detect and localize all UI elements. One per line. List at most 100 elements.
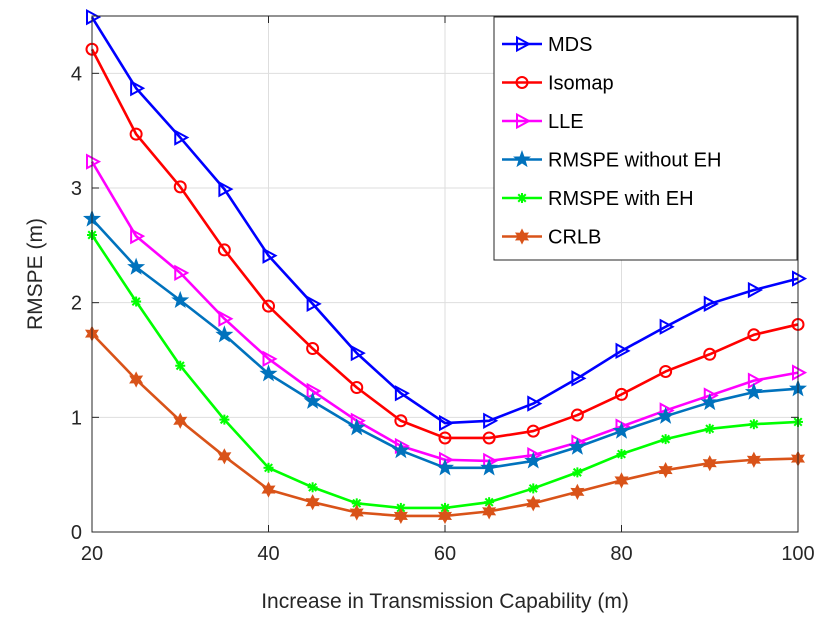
series-crlb <box>84 325 806 525</box>
legend-marker <box>516 35 532 53</box>
data-point-isomap <box>747 328 761 342</box>
data-point-lle <box>174 264 190 282</box>
legend-marker <box>514 228 530 245</box>
data-point-isomap <box>217 243 231 257</box>
data-point-isomap <box>394 414 408 428</box>
legend-entry-mds: MDS <box>502 34 592 56</box>
data-point-rmspe-with-eh <box>484 497 495 508</box>
data-point-mds <box>792 270 808 287</box>
y-tick-label: 4 <box>71 63 82 85</box>
data-point-mds <box>571 370 587 387</box>
data-point-crlb <box>746 451 761 468</box>
data-point-mds <box>86 8 102 26</box>
data-point-mds <box>483 412 499 429</box>
data-point-lle <box>792 364 808 381</box>
data-point-rmspe-without-eh <box>744 382 763 400</box>
data-point-isomap <box>350 381 364 395</box>
data-point-rmspe-without-eh <box>127 257 146 275</box>
data-point-mds <box>394 385 410 402</box>
data-point-rmspe-with-eh <box>307 482 318 493</box>
legend-label: RMSPE with EH <box>548 188 694 210</box>
data-point-mds <box>218 180 234 198</box>
axis-ticks: 20 40 60 80 100 0 1 2 3 4 <box>71 16 815 565</box>
data-point-mds <box>130 80 146 97</box>
x-tick-label: 60 <box>434 543 456 565</box>
data-point-isomap <box>526 424 540 438</box>
data-point-crlb <box>658 461 673 479</box>
data-point-mds <box>306 295 322 312</box>
data-point-isomap <box>306 342 320 356</box>
legend-marker <box>515 76 529 89</box>
data-point-lle <box>130 227 146 245</box>
data-point-crlb <box>173 412 188 429</box>
data-point-rmspe-without-eh <box>171 290 190 309</box>
x-tick-label: 40 <box>257 543 279 565</box>
data-point-rmspe-without-eh <box>391 441 410 459</box>
data-point-crlb <box>261 481 276 498</box>
x-axis-title: Increase in Transmission Capability (m) <box>261 590 629 613</box>
data-point-lle <box>218 310 234 327</box>
data-point-rmspe-without-eh <box>435 458 455 476</box>
data-point-isomap <box>703 347 717 361</box>
data-point-rmspe-without-eh <box>568 437 587 455</box>
data-point-mds <box>350 344 366 362</box>
y-tick-label: 0 <box>71 522 82 544</box>
data-point-crlb <box>305 494 320 511</box>
data-point-rmspe-without-eh <box>480 458 499 476</box>
data-point-rmspe-with-eh <box>572 467 583 478</box>
data-point-rmspe-without-eh <box>524 451 543 469</box>
data-point-mds <box>527 395 543 412</box>
data-point-crlb <box>526 495 541 512</box>
data-point-rmspe-with-eh <box>131 296 142 307</box>
data-point-isomap <box>438 431 452 445</box>
legend-entry-isomap: Isomap <box>502 73 614 95</box>
data-point-mds <box>174 129 190 146</box>
data-point-rmspe-without-eh <box>215 325 234 343</box>
data-point-rmspe-without-eh <box>656 406 675 424</box>
legend-entry-lle: LLE <box>502 111 584 133</box>
data-point-isomap <box>659 364 673 378</box>
data-point-mds <box>747 281 763 299</box>
legend-label: Isomap <box>548 73 614 95</box>
y-tick-label: 2 <box>71 293 82 315</box>
data-point-rmspe-with-eh <box>748 419 759 430</box>
data-point-mds <box>659 318 675 335</box>
series-line-mds <box>90 16 799 425</box>
legend-label: LLE <box>548 111 584 133</box>
data-point-rmspe-without-eh <box>259 364 278 382</box>
legend-entry-rmspe-without-eh: RMSPE without EH <box>502 150 721 172</box>
data-point-rmspe-with-eh <box>528 483 539 494</box>
data-point-mds <box>615 342 631 360</box>
data-point-crlb <box>570 483 585 500</box>
legend: MDS Isomap LLE RMSPE without EH RMSPE with E… <box>493 16 798 261</box>
data-point-crlb <box>393 507 408 525</box>
x-tick-label: 100 <box>781 543 814 565</box>
data-point-rmspe-without-eh <box>347 418 366 436</box>
data-point-crlb <box>217 448 232 465</box>
data-point-lle <box>306 382 322 400</box>
data-point-crlb <box>129 371 144 388</box>
data-point-isomap <box>129 127 143 141</box>
legend-entry-crlb: CRLB <box>502 227 601 249</box>
data-point-crlb <box>482 503 497 520</box>
data-point-crlb <box>702 455 717 472</box>
data-point-rmspe-with-eh <box>263 462 274 473</box>
data-point-isomap <box>570 408 584 422</box>
data-point-crlb <box>437 507 453 525</box>
data-point-crlb <box>614 472 629 489</box>
data-point-rmspe-without-eh <box>303 391 322 409</box>
legend-label: MDS <box>548 34 592 56</box>
legend-box <box>493 16 798 261</box>
legend-entry-rmspe-with-eh: RMSPE with EH <box>502 188 694 210</box>
legend-marker <box>512 150 532 168</box>
x-tick-label: 80 <box>610 543 632 565</box>
x-tick-label: 20 <box>81 543 103 565</box>
legend-marker <box>516 112 532 130</box>
data-point-rmspe-without-eh <box>700 392 719 411</box>
legend-label: CRLB <box>548 227 601 249</box>
data-point-lle <box>262 350 278 368</box>
data-point-rmspe-with-eh <box>660 434 671 445</box>
y-tick-label: 1 <box>71 407 82 429</box>
legend-label: RMSPE without EH <box>548 150 721 172</box>
